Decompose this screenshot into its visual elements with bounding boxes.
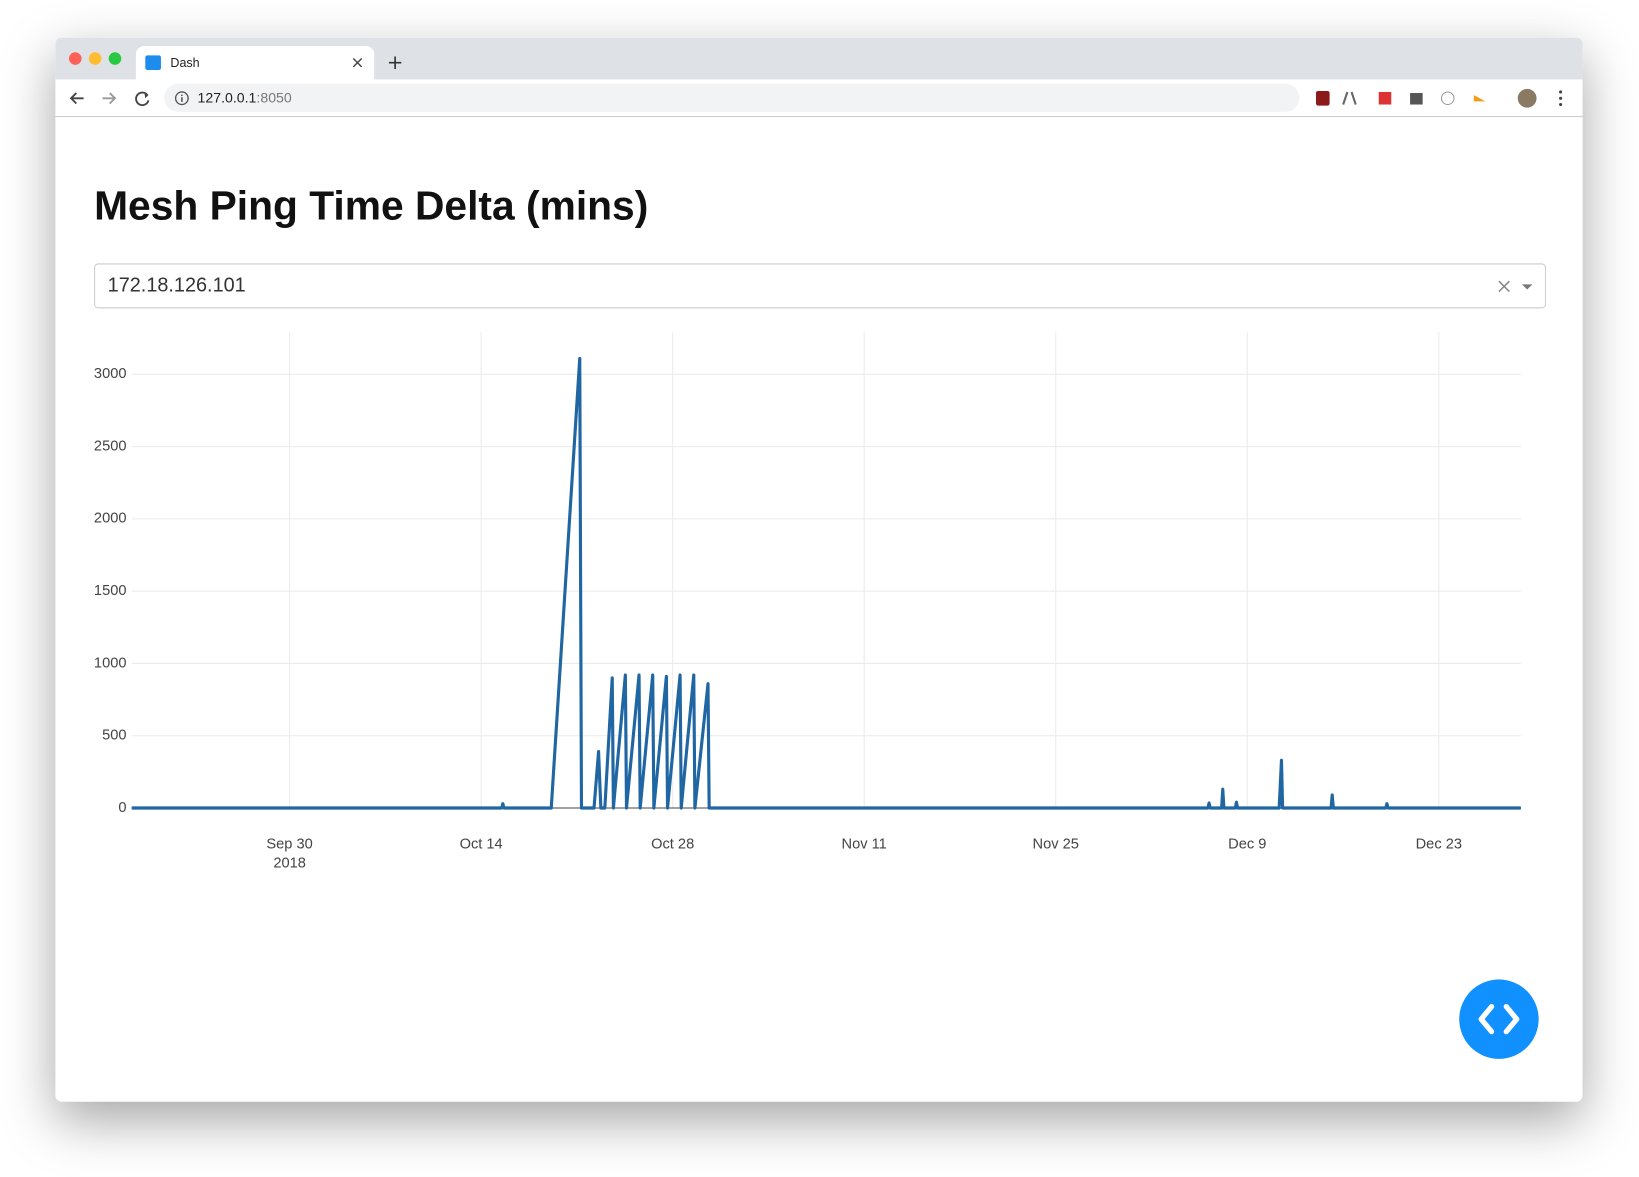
x-tick-label: Sep 30 [266, 836, 312, 852]
y-tick-label: 0 [118, 800, 126, 816]
tab-close[interactable] [352, 57, 363, 68]
y-tick-label: 2000 [94, 511, 127, 527]
dropdown[interactable]: 172.18.126.101 [94, 263, 1546, 309]
address-bar[interactable]: 127.0.0.1:8050 [164, 83, 1300, 112]
browser-tab[interactable]: Dash [135, 45, 375, 80]
tab-title: Dash [170, 55, 200, 71]
data-line [131, 356, 1521, 810]
x-tick-label: Dec 23 [1416, 836, 1462, 852]
url-port: :8050 [256, 89, 292, 106]
debug-button[interactable] [1459, 979, 1539, 1059]
x-tick-label: Dec 9 [1228, 836, 1266, 852]
url-host: 127.0.0.1 [197, 89, 257, 106]
maximize-button[interactable] [108, 52, 122, 65]
code-icon [1478, 1003, 1520, 1035]
y-tick-label: 1500 [94, 583, 127, 599]
browser-window: Dash 127.0.0.1:8050 Mesh Ping Time D [55, 37, 1583, 1102]
url: 127.0.0.1:8050 [198, 90, 292, 106]
new-tab[interactable] [388, 56, 402, 69]
nav-buttons[interactable] [69, 90, 153, 107]
favicon [145, 55, 161, 71]
dropdown-controls[interactable] [1497, 279, 1539, 294]
x-tick-label: Oct 28 [651, 836, 694, 852]
chart: Sep 30 2018 Oct 14 Oct 28 Nov 11 Nov 25 Dec 9 D… [94, 332, 1521, 871]
close-button[interactable] [68, 52, 82, 65]
x-tick-label: Oct 14 [460, 836, 503, 852]
x-tick-label: Nov 25 [1033, 836, 1079, 852]
dropdown-value: 172.18.126.101 [107, 274, 246, 297]
tab-bar: Dash [55, 37, 1583, 80]
app-title: Mesh Ping Time Delta (mins) [94, 183, 649, 229]
y-tick-label: 2500 [94, 438, 127, 454]
y-tick-label: 1000 [94, 655, 127, 671]
y-tick-label: 500 [102, 728, 126, 744]
info-icon[interactable] [174, 91, 190, 106]
x-tick-label: Nov 11 [842, 836, 887, 852]
y-tick-label: 3000 [94, 366, 127, 382]
minimize-button[interactable] [88, 52, 102, 65]
toolbar: 127.0.0.1:8050 [55, 79, 1583, 118]
x-year-label: 2018 [273, 855, 306, 871]
extension-icons[interactable] [1310, 88, 1577, 109]
